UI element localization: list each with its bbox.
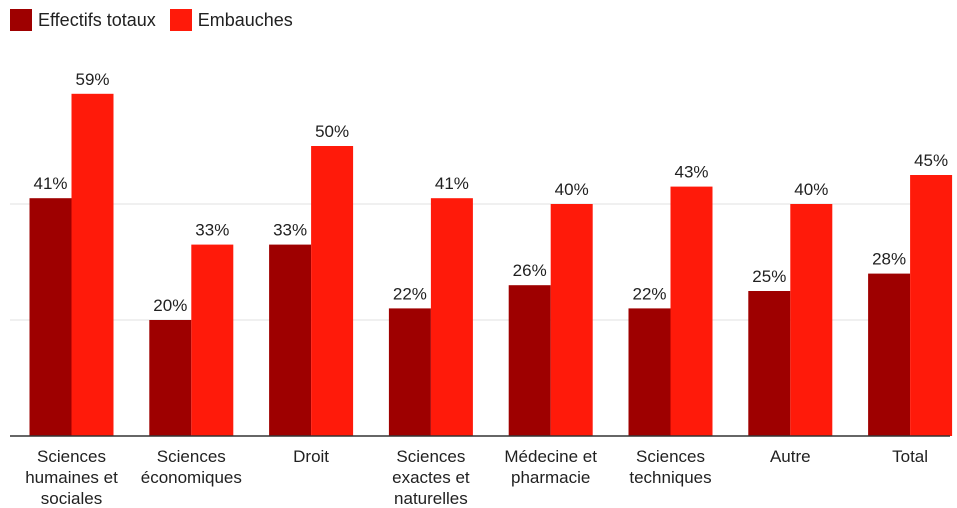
- legend-swatch-embauches: [169, 9, 192, 31]
- category-label: Sciences exactes et naturelles: [392, 447, 470, 508]
- data-label-effectifs: 22%: [632, 284, 666, 303]
- legend: Effectifs totaux Embauches: [10, 9, 307, 31]
- data-label-effectifs: 26%: [513, 261, 547, 280]
- category-label: Sciences économiques: [141, 447, 242, 487]
- data-label-effectifs: 25%: [752, 267, 786, 286]
- bar-embauches: [790, 204, 833, 436]
- data-label-effectifs: 28%: [872, 250, 906, 269]
- data-label-effectifs: 33%: [273, 221, 307, 240]
- data-label-embauches: 50%: [315, 122, 349, 141]
- bar-embauches: [71, 93, 114, 437]
- bar-effectifs: [868, 273, 911, 436]
- bar-embauches: [910, 175, 953, 436]
- data-label-embauches: 59%: [75, 70, 109, 89]
- data-label-embauches: 33%: [195, 221, 229, 240]
- legend-item-embauches: Embauches: [169, 9, 293, 31]
- data-label-embauches: 41%: [435, 174, 469, 193]
- bar-embauches: [550, 204, 593, 436]
- legend-label-effectifs: Effectifs totaux: [38, 9, 156, 30]
- bar-effectifs: [388, 308, 431, 436]
- data-label-effectifs: 20%: [153, 296, 187, 315]
- data-label-embauches: 40%: [555, 180, 589, 199]
- bar-effectifs: [149, 320, 192, 436]
- legend-swatch-effectifs: [10, 9, 32, 31]
- bar-effectifs: [269, 244, 312, 436]
- bar-effectifs: [628, 308, 671, 436]
- bar-embauches: [430, 198, 473, 436]
- category-label: Autre: [770, 447, 811, 466]
- category-label: Sciences techniques: [629, 447, 711, 487]
- bar-embauches: [311, 146, 354, 436]
- legend-item-effectifs: Effectifs totaux: [10, 9, 156, 31]
- bar-effectifs: [29, 198, 72, 436]
- data-label-embauches: 40%: [794, 180, 828, 199]
- data-label-embauches: 43%: [674, 163, 708, 182]
- category-label: Sciences humaines et sociales: [25, 447, 118, 508]
- data-label-embauches: 45%: [914, 151, 948, 170]
- legend-label-embauches: Embauches: [197, 9, 293, 30]
- data-label-effectifs: 22%: [393, 284, 427, 303]
- category-label: Total: [892, 447, 928, 466]
- bar-effectifs: [508, 285, 551, 436]
- bar-effectifs: [748, 291, 791, 436]
- category-label: Médecine et pharmacie: [504, 447, 597, 487]
- category-label: Droit: [293, 447, 329, 466]
- bar-embauches: [670, 186, 713, 436]
- data-label-effectifs: 41%: [33, 174, 67, 193]
- bar-embauches: [191, 244, 234, 436]
